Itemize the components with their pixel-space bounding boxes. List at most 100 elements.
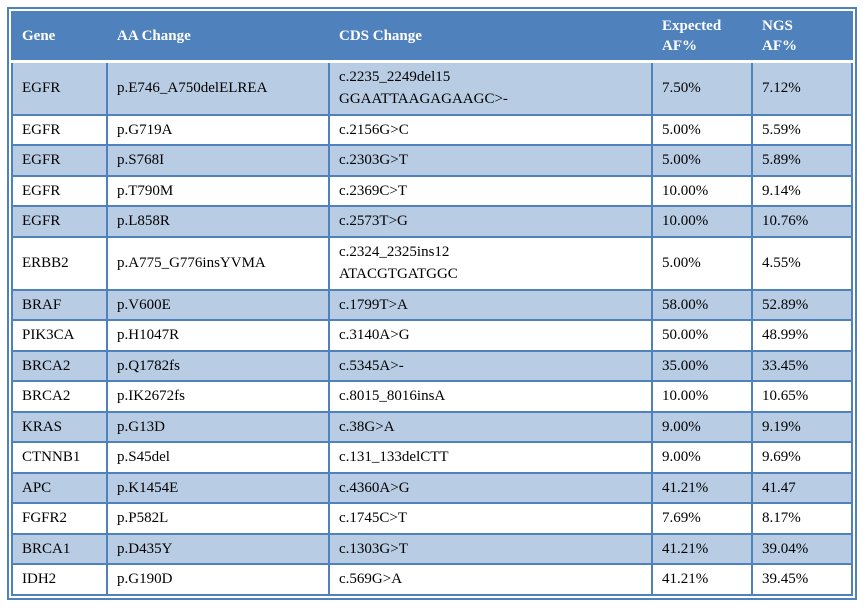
- cell-ngs-af: 4.55%: [751, 235, 853, 291]
- cell-expected-af: 7.50%: [651, 59, 753, 116]
- table-row: FGFR2 p.P582L c.1745C>T 7.69% 8.17%: [11, 502, 853, 535]
- cell-expected-af: 9.00%: [651, 441, 753, 474]
- cell-aa-change: p.D435Y: [106, 532, 330, 565]
- cell-aa-change: p.G13D: [106, 410, 330, 443]
- cell-aa-change: p.S768I: [106, 144, 330, 177]
- cell-cds-change: c.1799T>A: [328, 288, 653, 321]
- cell-ngs-af: 8.17%: [751, 502, 853, 535]
- cell-gene: EGFR: [11, 205, 108, 238]
- cell-aa-change: p.P582L: [106, 502, 330, 535]
- col-header-ngs-af: NGS AF%: [751, 11, 853, 62]
- cell-ngs-af: 33.45%: [751, 349, 853, 382]
- cell-ngs-af: 9.69%: [751, 441, 853, 474]
- cell-aa-change: p.A775_G776insYVMA: [106, 235, 330, 291]
- cell-aa-change: p.S45del: [106, 441, 330, 474]
- cell-gene: PIK3CA: [11, 319, 108, 352]
- cell-cds-change: c.2303G>T: [328, 144, 653, 177]
- table-row: IDH2 p.G190D c.569G>A 41.21% 39.45%: [11, 563, 853, 596]
- cell-aa-change: p.Q1782fs: [106, 349, 330, 382]
- cell-expected-af: 41.21%: [651, 471, 753, 504]
- cell-aa-change: p.V600E: [106, 288, 330, 321]
- cell-expected-af: 10.00%: [651, 205, 753, 238]
- cell-gene: EGFR: [11, 174, 108, 207]
- cell-expected-af: 41.21%: [651, 532, 753, 565]
- cell-gene: BRCA2: [11, 349, 108, 382]
- cell-cds-change: c.131_133delCTT: [328, 441, 653, 474]
- col-header-cds-change: CDS Change: [328, 11, 653, 62]
- cell-cds-change: c.4360A>G: [328, 471, 653, 504]
- cell-aa-change: p.IK2672fs: [106, 380, 330, 413]
- cell-ngs-af: 9.14%: [751, 174, 853, 207]
- cell-gene: APC: [11, 471, 108, 504]
- cell-expected-af: 10.00%: [651, 380, 753, 413]
- cell-cds-change: c.2369C>T: [328, 174, 653, 207]
- table-row: ERBB2 p.A775_G776insYVMA c.2324_2325ins12 …: [11, 235, 853, 291]
- cell-ngs-af: 39.04%: [751, 532, 853, 565]
- cell-ngs-af: 10.76%: [751, 205, 853, 238]
- table-row: KRAS p.G13D c.38G>A 9.00% 9.19%: [11, 410, 853, 443]
- header-row: Gene AA Change CDS Change Expected AF% N…: [11, 11, 853, 62]
- cell-gene: BRCA2: [11, 380, 108, 413]
- cell-cds-change: c.2573T>G: [328, 205, 653, 238]
- table-row: EGFR p.E746_A750delELREA c.2235_2249del15 …: [11, 59, 853, 116]
- cell-aa-change: p.T790M: [106, 174, 330, 207]
- cell-aa-change: p.G190D: [106, 563, 330, 596]
- table-row: BRAF p.V600E c.1799T>A 58.00% 52.89%: [11, 288, 853, 321]
- cell-expected-af: 35.00%: [651, 349, 753, 382]
- cell-ngs-af: 41.47: [751, 471, 853, 504]
- variant-table-container: Gene AA Change CDS Change Expected AF% N…: [7, 7, 857, 600]
- document-page: Gene AA Change CDS Change Expected AF% N…: [0, 7, 864, 608]
- cell-ngs-af: 48.99%: [751, 319, 853, 352]
- col-header-expected-af: Expected AF%: [651, 11, 753, 62]
- cell-ngs-af: 39.45%: [751, 563, 853, 596]
- table-row: BRCA2 p.Q1782fs c.5345A>- 35.00% 33.45%: [11, 349, 853, 382]
- cell-ngs-af: 7.12%: [751, 59, 853, 116]
- cell-aa-change: p.K1454E: [106, 471, 330, 504]
- cell-expected-af: 5.00%: [651, 144, 753, 177]
- cell-gene: EGFR: [11, 113, 108, 146]
- cell-gene: ERBB2: [11, 235, 108, 291]
- cell-expected-af: 58.00%: [651, 288, 753, 321]
- cell-ngs-af: 10.65%: [751, 380, 853, 413]
- variant-table: Gene AA Change CDS Change Expected AF% N…: [11, 11, 853, 596]
- table-row: EGFR p.L858R c.2573T>G 10.00% 10.76%: [11, 205, 853, 238]
- cell-aa-change: p.E746_A750delELREA: [106, 59, 330, 116]
- cell-cds-change: c.2156G>C: [328, 113, 653, 146]
- cell-aa-change: p.H1047R: [106, 319, 330, 352]
- cell-cds-change: c.38G>A: [328, 410, 653, 443]
- cell-gene: BRCA1: [11, 532, 108, 565]
- cell-aa-change: p.G719A: [106, 113, 330, 146]
- cell-cds-change: c.1745C>T: [328, 502, 653, 535]
- cell-gene: FGFR2: [11, 502, 108, 535]
- col-header-aa-change: AA Change: [106, 11, 330, 62]
- cell-ngs-af: 5.89%: [751, 144, 853, 177]
- cell-expected-af: 9.00%: [651, 410, 753, 443]
- table-row: EGFR p.T790M c.2369C>T 10.00% 9.14%: [11, 174, 853, 207]
- cell-gene: BRAF: [11, 288, 108, 321]
- cell-cds-change: c.3140A>G: [328, 319, 653, 352]
- table-row: EGFR p.G719A c.2156G>C 5.00% 5.59%: [11, 113, 853, 146]
- table-row: PIK3CA p.H1047R c.3140A>G 50.00% 48.99%: [11, 319, 853, 352]
- cell-ngs-af: 9.19%: [751, 410, 853, 443]
- col-header-gene: Gene: [11, 11, 108, 62]
- table-row: BRCA2 p.IK2672fs c.8015_8016insA 10.00% 10.6…: [11, 380, 853, 413]
- cell-gene: CTNNB1: [11, 441, 108, 474]
- cell-cds-change: c.569G>A: [328, 563, 653, 596]
- cell-expected-af: 41.21%: [651, 563, 753, 596]
- cell-cds-change: c.2235_2249del15 GGAATTAAGAGAAGC>-: [328, 59, 653, 116]
- cell-ngs-af: 5.59%: [751, 113, 853, 146]
- cell-cds-change: c.8015_8016insA: [328, 380, 653, 413]
- table-row: APC p.K1454E c.4360A>G 41.21% 41.47: [11, 471, 853, 504]
- cell-expected-af: 50.00%: [651, 319, 753, 352]
- cell-ngs-af: 52.89%: [751, 288, 853, 321]
- cell-cds-change: c.1303G>T: [328, 532, 653, 565]
- cell-gene: KRAS: [11, 410, 108, 443]
- cell-expected-af: 10.00%: [651, 174, 753, 207]
- cell-expected-af: 5.00%: [651, 113, 753, 146]
- table-row: BRCA1 p.D435Y c.1303G>T 41.21% 39.04%: [11, 532, 853, 565]
- cell-cds-change: c.5345A>-: [328, 349, 653, 382]
- cell-expected-af: 5.00%: [651, 235, 753, 291]
- cell-aa-change: p.L858R: [106, 205, 330, 238]
- cell-gene: EGFR: [11, 144, 108, 177]
- table-row: EGFR p.S768I c.2303G>T 5.00% 5.89%: [11, 144, 853, 177]
